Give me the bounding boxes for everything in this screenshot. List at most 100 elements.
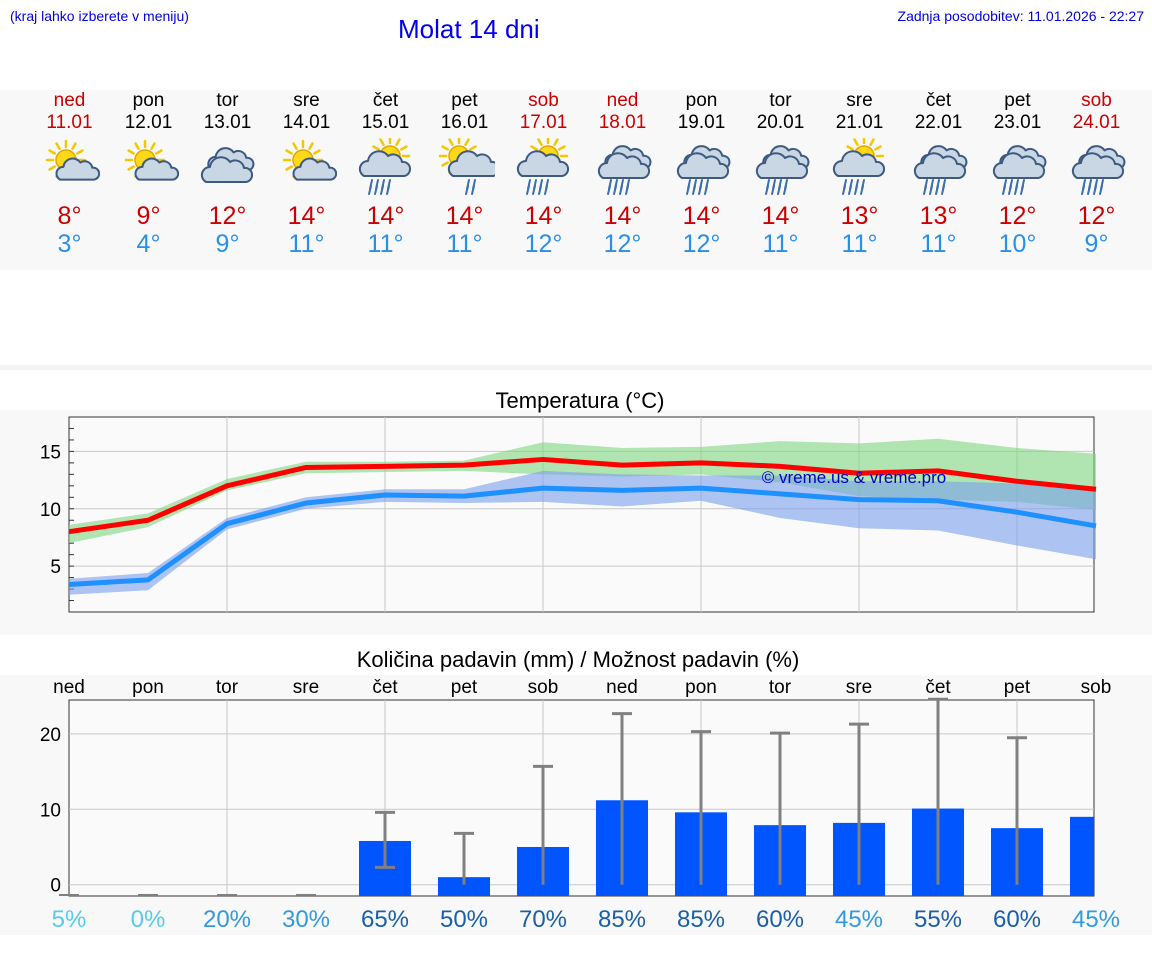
max-temperature: 8° <box>57 202 82 230</box>
probability-label: 85% <box>677 906 725 933</box>
max-temperature: 14° <box>366 202 405 230</box>
day-name: čet <box>372 90 399 111</box>
min-temperature: 11° <box>288 230 325 258</box>
weather-icon-slot <box>267 138 346 198</box>
category-label: sre <box>293 677 319 698</box>
precipitation-bar <box>438 877 490 896</box>
category-label: sob <box>1081 677 1112 698</box>
category-label: čet <box>372 677 398 698</box>
day-column: pet 23.01 12° 10° <box>978 88 1057 258</box>
probability-label: 30% <box>282 906 330 933</box>
min-temperature: 12° <box>682 230 721 258</box>
sun-cloud-rain-icon <box>358 138 411 195</box>
weather-icon-slot <box>820 138 899 198</box>
day-column: sre 21.01 13° 11° <box>820 88 899 258</box>
cloud-rain-icon <box>1071 145 1125 195</box>
cloud-rain-icon <box>676 145 730 195</box>
day-column: ned 11.01 8° 3° <box>30 88 109 258</box>
day-name: sre <box>846 90 873 111</box>
max-temperature: 13° <box>919 202 958 230</box>
sun-cloud-rain-icon <box>516 138 569 195</box>
day-column: tor 13.01 12° 9° <box>188 88 267 258</box>
min-temperature: 11° <box>920 230 957 258</box>
day-date: 16.01 <box>440 112 489 133</box>
max-temperature: 14° <box>761 202 800 230</box>
probability-label: 70% <box>519 906 567 933</box>
weather-icon-slot <box>1057 138 1136 198</box>
probability-label: 55% <box>914 906 962 933</box>
min-temperature: 11° <box>367 230 404 258</box>
sun-cloud-icon <box>45 139 100 181</box>
day-name: sob <box>528 90 559 111</box>
probability-label: 65% <box>361 906 409 933</box>
day-date: 18.01 <box>598 112 647 133</box>
category-label: čet <box>925 677 951 698</box>
day-date: 23.01 <box>993 112 1042 133</box>
day-name: tor <box>216 90 239 111</box>
cloud-rain-icon <box>755 145 809 195</box>
cloud-rain-icon <box>597 145 651 195</box>
y-tick-label: 20 <box>40 725 61 746</box>
y-tick-label: 10 <box>40 500 61 521</box>
weather-icon-slot <box>899 138 978 198</box>
min-temperature: 10° <box>998 230 1037 258</box>
divider <box>0 365 1152 370</box>
weather-icon-slot <box>425 138 504 198</box>
day-date: 20.01 <box>756 112 805 133</box>
day-column: čet 22.01 13° 11° <box>899 88 978 258</box>
page-title: Molat 14 dni <box>398 14 540 44</box>
temperature-chart: Temperatura (°C) 5 10 15 © vreme.us & vreme.… <box>40 388 1097 613</box>
day-column: ned 18.01 14° 12° <box>583 88 662 258</box>
day-date: 12.01 <box>124 112 173 133</box>
max-temperature: 9° <box>136 202 161 230</box>
day-date: 14.01 <box>282 112 331 133</box>
weather-icon-slot <box>109 138 188 198</box>
forecast-band <box>0 90 1152 270</box>
day-name: pet <box>1004 90 1031 111</box>
max-temperature: 13° <box>840 202 879 230</box>
weather-icon-slot <box>662 138 741 198</box>
daily-forecast: ned 11.01 8° 3° pon 12.01 9° 4° tor 13.01 12° 9° sre… <box>0 88 1152 268</box>
probability-label: 45% <box>835 906 883 933</box>
weather-icon-slot <box>583 138 662 198</box>
min-temperature: 11° <box>762 230 799 258</box>
weather-icon-slot <box>346 138 425 198</box>
category-label: pon <box>132 677 164 698</box>
day-date: 22.01 <box>914 112 963 133</box>
day-column: pon 19.01 14° 12° <box>662 88 741 258</box>
day-name: ned <box>606 90 639 111</box>
day-name: pet <box>451 90 478 111</box>
day-date: 17.01 <box>519 112 568 133</box>
day-column: čet 15.01 14° 11° <box>346 88 425 258</box>
min-temperature: 9° <box>1084 230 1109 258</box>
max-temperature: 14° <box>682 202 721 230</box>
day-date: 21.01 <box>835 112 884 133</box>
min-temperature: 4° <box>136 230 161 258</box>
category-label: ned <box>53 677 85 698</box>
category-label: tor <box>216 677 239 698</box>
day-column: sre 14.01 14° 11° <box>267 88 346 258</box>
weather-icon-slot <box>504 138 583 198</box>
precipitation-bar <box>1070 816 1094 896</box>
day-column: pet 16.01 14° 11° <box>425 88 504 258</box>
max-temperature: 14° <box>603 202 642 230</box>
probability-label: 50% <box>440 906 488 933</box>
min-temperature-line <box>68 485 1097 587</box>
max-temperature: 14° <box>445 202 484 230</box>
max-temperature: 14° <box>524 202 563 230</box>
probability-label: 45% <box>1072 906 1120 933</box>
weather-icon-slot <box>978 138 1057 198</box>
min-temperature: 12° <box>603 230 642 258</box>
probability-label: 0% <box>131 906 166 933</box>
sun-cloud-icon <box>282 139 337 181</box>
day-column: pon 12.01 9° 4° <box>109 88 188 258</box>
day-name: ned <box>53 90 86 111</box>
day-name: sob <box>1081 90 1112 111</box>
day-date: 24.01 <box>1072 112 1121 133</box>
category-label: pon <box>685 677 717 698</box>
weather-icon-slot <box>188 138 267 198</box>
day-column: sob 17.01 14° 12° <box>504 88 583 258</box>
day-column: sob 24.01 12° 9° <box>1057 88 1136 258</box>
cloudy-icon <box>200 147 254 183</box>
chart-title: Količina padavin (mm) / Možnost padavin … <box>357 647 800 672</box>
